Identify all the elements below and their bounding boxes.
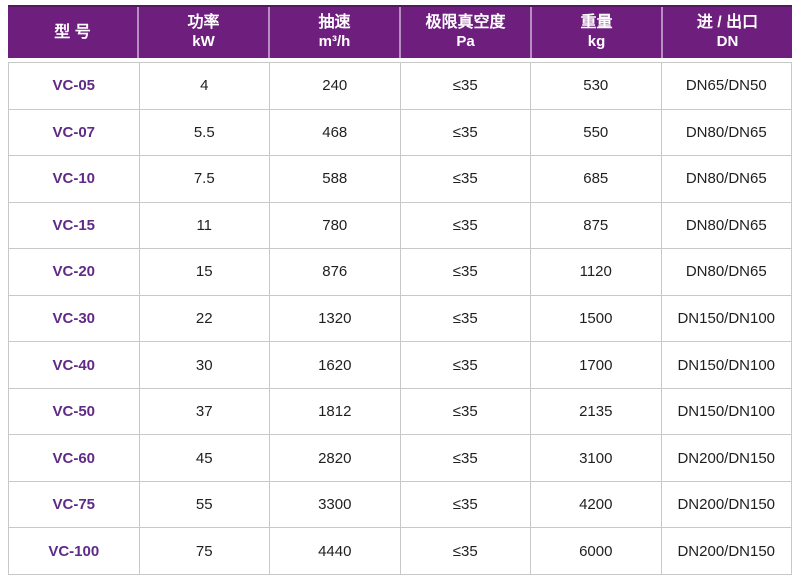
table-row: VC-60 45 2820 ≤35 3100 DN200/DN150 bbox=[9, 435, 792, 482]
header-col-port-subtitle: DN bbox=[716, 33, 739, 51]
port-cell: DN150/DN100 bbox=[661, 388, 792, 436]
model-cell: VC-07 bbox=[9, 109, 140, 157]
header-col-power-subtitle: kW bbox=[192, 33, 215, 51]
header-col-speed-subtitle: m³/h bbox=[318, 33, 351, 51]
table-row: VC-07 5.5 468 ≤35 550 DN80/DN65 bbox=[9, 109, 792, 157]
weight-cell: 6000 bbox=[531, 528, 662, 576]
power-cell: 7.5 bbox=[139, 156, 270, 203]
weight-cell: 3100 bbox=[531, 435, 662, 482]
vacuum-cell: ≤35 bbox=[400, 342, 531, 389]
speed-cell: 876 bbox=[270, 249, 401, 296]
table-row: VC-05 4 240 ≤35 530 DN65/DN50 bbox=[9, 63, 792, 110]
port-cell: DN80/DN65 bbox=[661, 249, 792, 296]
port-cell: DN200/DN150 bbox=[661, 481, 792, 529]
weight-cell: 530 bbox=[531, 63, 662, 110]
vacuum-cell: ≤35 bbox=[400, 202, 531, 250]
speed-cell: 468 bbox=[270, 109, 401, 157]
vacuum-cell: ≤35 bbox=[400, 388, 531, 436]
port-cell: DN65/DN50 bbox=[661, 63, 792, 110]
header-col-speed-title: 抽速 bbox=[318, 14, 351, 32]
weight-cell: 550 bbox=[531, 109, 662, 157]
power-cell: 75 bbox=[139, 528, 270, 576]
weight-cell: 875 bbox=[531, 202, 662, 250]
power-cell: 45 bbox=[139, 435, 270, 482]
vacuum-cell: ≤35 bbox=[400, 481, 531, 529]
weight-cell: 1120 bbox=[531, 249, 662, 296]
power-cell: 22 bbox=[139, 295, 270, 343]
header-col-model: 型 号 bbox=[8, 7, 137, 58]
port-cell: DN150/DN100 bbox=[661, 295, 792, 343]
vacuum-cell: ≤35 bbox=[400, 63, 531, 110]
header-col-vacuum-subtitle: Pa bbox=[456, 33, 475, 51]
port-cell: DN80/DN65 bbox=[661, 109, 792, 157]
power-cell: 37 bbox=[139, 388, 270, 436]
speed-cell: 1320 bbox=[270, 295, 401, 343]
weight-cell: 4200 bbox=[531, 481, 662, 529]
vacuum-cell: ≤35 bbox=[400, 295, 531, 343]
header-col-power-title: 功率 bbox=[187, 14, 220, 32]
model-cell: VC-100 bbox=[9, 528, 140, 576]
model-cell: VC-60 bbox=[9, 435, 140, 482]
vacuum-cell: ≤35 bbox=[400, 156, 531, 203]
model-cell: VC-20 bbox=[9, 249, 140, 296]
weight-cell: 1700 bbox=[531, 342, 662, 389]
table-row: VC-30 22 1320 ≤35 1500 DN150/DN100 bbox=[9, 295, 792, 343]
model-cell: VC-50 bbox=[9, 388, 140, 436]
speed-cell: 240 bbox=[270, 63, 401, 110]
weight-cell: 1500 bbox=[531, 295, 662, 343]
model-cell: VC-15 bbox=[9, 202, 140, 250]
power-cell: 30 bbox=[139, 342, 270, 389]
table-row: VC-50 37 1812 ≤35 2135 DN150/DN100 bbox=[9, 388, 792, 436]
power-cell: 11 bbox=[139, 202, 270, 250]
port-cell: DN200/DN150 bbox=[661, 435, 792, 482]
table-body: VC-05 4 240 ≤35 530 DN65/DN50 VC-07 5.5 … bbox=[8, 62, 792, 576]
table-row: VC-75 55 3300 ≤35 4200 DN200/DN150 bbox=[9, 481, 792, 529]
table-row: VC-10 7.5 588 ≤35 685 DN80/DN65 bbox=[9, 156, 792, 203]
model-cell: VC-10 bbox=[9, 156, 140, 203]
power-cell: 55 bbox=[139, 481, 270, 529]
vacuum-cell: ≤35 bbox=[400, 435, 531, 482]
model-cell: VC-75 bbox=[9, 481, 140, 529]
vacuum-cell: ≤35 bbox=[400, 109, 531, 157]
power-cell: 15 bbox=[139, 249, 270, 296]
vacuum-cell: ≤35 bbox=[400, 249, 531, 296]
header-col-model-title: 型 号 bbox=[54, 23, 91, 41]
vacuum-cell: ≤35 bbox=[400, 528, 531, 576]
header-col-port-title: 进 / 出口 bbox=[696, 14, 759, 32]
header-col-port: 进 / 出口 DN bbox=[661, 7, 792, 58]
table-row: VC-20 15 876 ≤35 1120 DN80/DN65 bbox=[9, 249, 792, 296]
speed-cell: 3300 bbox=[270, 481, 401, 529]
model-cell: VC-05 bbox=[9, 63, 140, 110]
speed-cell: 4440 bbox=[270, 528, 401, 576]
speed-cell: 2820 bbox=[270, 435, 401, 482]
power-cell: 5.5 bbox=[139, 109, 270, 157]
speed-cell: 780 bbox=[270, 202, 401, 250]
table-header-row: 型 号 功率 kW 抽速 m³/h 极限真空度 Pa 重量 kg 进 / 出口 … bbox=[8, 5, 792, 58]
weight-cell: 685 bbox=[531, 156, 662, 203]
header-col-vacuum: 极限真空度 Pa bbox=[399, 7, 530, 58]
spec-table: 型 号 功率 kW 抽速 m³/h 极限真空度 Pa 重量 kg 进 / 出口 … bbox=[8, 5, 792, 576]
header-col-vacuum-title: 极限真空度 bbox=[425, 14, 506, 32]
power-cell: 4 bbox=[139, 63, 270, 110]
speed-cell: 1812 bbox=[270, 388, 401, 436]
model-cell: VC-40 bbox=[9, 342, 140, 389]
speed-cell: 1620 bbox=[270, 342, 401, 389]
speed-cell: 588 bbox=[270, 156, 401, 203]
port-cell: DN150/DN100 bbox=[661, 342, 792, 389]
header-col-weight-subtitle: kg bbox=[587, 33, 606, 51]
port-cell: DN200/DN150 bbox=[661, 528, 792, 576]
header-col-speed: 抽速 m³/h bbox=[268, 7, 399, 58]
model-cell: VC-30 bbox=[9, 295, 140, 343]
header-col-weight: 重量 kg bbox=[530, 7, 661, 58]
table-row: VC-100 75 4440 ≤35 6000 DN200/DN150 bbox=[9, 528, 792, 576]
header-col-weight-title: 重量 bbox=[580, 14, 613, 32]
port-cell: DN80/DN65 bbox=[661, 156, 792, 203]
weight-cell: 2135 bbox=[531, 388, 662, 436]
table-row: VC-15 11 780 ≤35 875 DN80/DN65 bbox=[9, 202, 792, 250]
table-row: VC-40 30 1620 ≤35 1700 DN150/DN100 bbox=[9, 342, 792, 389]
port-cell: DN80/DN65 bbox=[661, 202, 792, 250]
header-col-power: 功率 kW bbox=[137, 7, 268, 58]
